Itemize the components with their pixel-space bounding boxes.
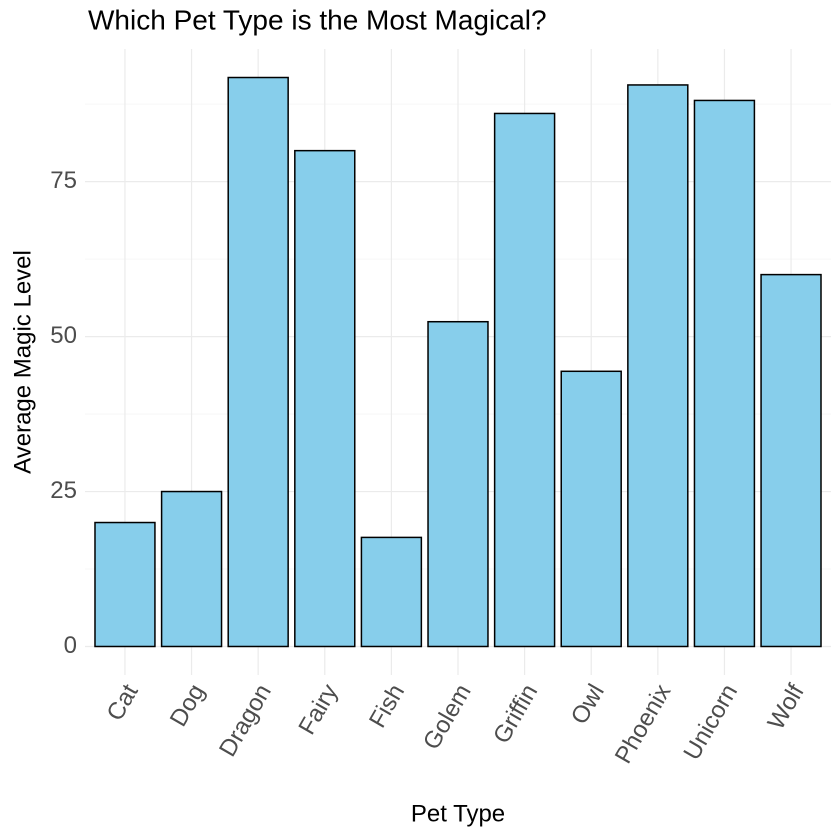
x-tick-label: Cat — [102, 679, 144, 725]
x-axis-title: Pet Type — [411, 800, 505, 827]
chart-title: Which Pet Type is the Most Magical? — [88, 4, 547, 35]
x-tick-label: Dragon — [214, 680, 277, 762]
bar — [493, 112, 556, 648]
x-tick-label: Griffin — [488, 680, 543, 749]
bar — [760, 273, 822, 648]
x-tick-label: Fairy — [293, 680, 343, 740]
bar — [560, 370, 622, 648]
bar — [360, 536, 423, 648]
bar — [294, 149, 356, 648]
bar — [627, 84, 689, 648]
bar — [94, 521, 156, 648]
y-tick-label: 50 — [50, 322, 77, 349]
x-tick-label: Dog — [165, 680, 210, 732]
x-tick-label: Unicorn — [678, 680, 743, 765]
bar — [427, 320, 489, 648]
x-tick-label: Wolf — [763, 679, 810, 734]
y-axis-title: Average Magic Level — [9, 250, 36, 474]
y-tick-label: 75 — [50, 167, 77, 194]
x-tick-label: Phoenix — [610, 680, 677, 769]
bar — [693, 99, 756, 648]
marks — [94, 76, 822, 648]
bar — [160, 490, 223, 648]
x-tick-label: Fish — [364, 680, 410, 733]
y-tick-label: 25 — [50, 477, 77, 504]
x-tick-label: Owl — [566, 680, 610, 729]
x-tick-label: Golem — [418, 680, 477, 755]
y-tick-label: 0 — [64, 632, 77, 659]
bar — [227, 76, 289, 648]
